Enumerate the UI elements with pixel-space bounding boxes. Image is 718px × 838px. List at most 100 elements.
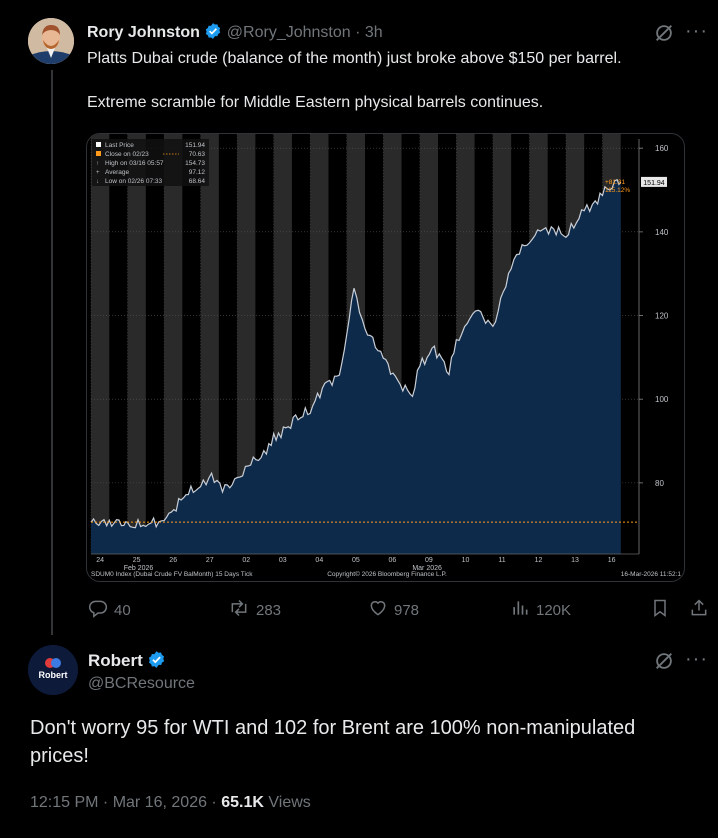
x-tick-label: 27	[206, 557, 214, 564]
y-tick-label: 80	[655, 479, 664, 488]
legend-label: Last Price	[105, 142, 134, 149]
legend-label: Close on 02/23	[105, 151, 149, 158]
x-tick-label: 24	[96, 557, 104, 564]
like-count: 978	[394, 601, 420, 619]
legend-value: 154.73	[185, 160, 205, 167]
more-options-icon[interactable]: ···	[685, 20, 708, 42]
x-tick-label: 12	[535, 557, 543, 564]
x-tick-label: 13	[571, 557, 579, 564]
like-button[interactable]: 978	[368, 598, 419, 622]
reply-author-name[interactable]: Robert	[88, 651, 143, 670]
price-area	[91, 179, 621, 554]
price-line	[90, 178, 622, 529]
x-tick-label: 02	[242, 557, 250, 564]
reply-icon	[88, 598, 108, 622]
repost-button[interactable]: 283	[228, 598, 281, 622]
chart-footer-center: Copyright© 2026 Bloomberg Finance L.P.	[327, 570, 447, 578]
author-name[interactable]: Rory Johnston	[87, 24, 200, 41]
tweet-text-line: Platts Dubai crude (balance of the month…	[87, 50, 622, 67]
session-band	[200, 134, 219, 554]
change-pct: 115.12%	[605, 187, 630, 194]
legend-value: 70.63	[189, 151, 206, 158]
share-icon	[689, 598, 709, 622]
x-axis-ticks: 24 25 26 27 02 03 04 05 06 09 10 11 12 13 16 Feb 2026 Ma…	[91, 553, 639, 572]
reply-header: Robert	[88, 650, 166, 674]
y-tick-label: 120	[655, 312, 669, 321]
verified-badge-icon	[147, 650, 166, 674]
reply-meta: 12:15 PM · Mar 16, 2026 · 65.1K Views	[30, 794, 311, 812]
session-band	[127, 134, 146, 554]
legend-bg	[92, 139, 209, 186]
legend-label: Low on 02/26 07:33	[105, 178, 162, 185]
reply-text-line: prices!	[30, 745, 89, 767]
views-count: 120K	[536, 601, 572, 619]
like-icon	[368, 598, 388, 622]
chart-image[interactable]: 160 140 120 100 80 24 25 26 27 02 03 04 05 06 09 10 11 1…	[86, 133, 685, 582]
y-tick-label: 160	[655, 144, 669, 153]
y-tick-label: 140	[655, 228, 669, 237]
x-tick-label: 06	[389, 557, 397, 564]
chart-footer-right: 16-Mar-2026 11:52:1	[621, 571, 682, 578]
x-tick-label: 03	[279, 557, 287, 564]
x-tick-label: 16	[608, 557, 616, 564]
share-button[interactable]	[689, 598, 709, 622]
x-tick-label: 26	[169, 557, 177, 564]
reply-views-label: Views	[268, 794, 311, 811]
x-tick-label: 25	[133, 557, 141, 564]
session-band	[91, 134, 110, 554]
repost-icon	[228, 598, 250, 622]
legend-swatch	[96, 142, 101, 147]
legend-marker: ↑	[96, 161, 99, 167]
views-icon	[510, 598, 530, 622]
views-button[interactable]: 120K	[510, 598, 571, 622]
reply-button[interactable]: 40	[88, 598, 131, 622]
repost-count: 283	[256, 601, 282, 619]
verified-badge-icon	[204, 22, 222, 45]
tweet-text-line: Extreme scramble for Middle Eastern phys…	[87, 94, 544, 111]
reply-avatar[interactable]: Robert	[28, 645, 78, 695]
chart-footer: SDUM0 Index (Dubai Crude FV BalMonth) 15…	[91, 570, 681, 578]
bookmark-icon	[650, 598, 670, 622]
x-tick-label: 10	[462, 557, 470, 564]
tweet-header: Rory Johnston @Rory_Johnston · 3h	[87, 22, 383, 45]
bookmark-button[interactable]	[650, 598, 670, 622]
legend-label: Average	[105, 169, 129, 176]
legend-label: High on 03/16 05:57	[105, 160, 164, 167]
last-price-tag	[641, 176, 667, 187]
reply-count: 40	[114, 601, 131, 619]
x-tick-label: 09	[425, 557, 433, 564]
author-handle[interactable]: @Rory_Johnston	[226, 24, 351, 41]
price-chart: 160 140 120 100 80 24 25 26 27 02 03 04 05 06 09 10 11 1…	[90, 134, 681, 578]
last-price-tag-label: 151.94	[643, 180, 665, 187]
tweet-text: Platts Dubai crude (balance of the month…	[87, 48, 707, 114]
session-band	[237, 134, 256, 554]
reply-avatar-label: Robert	[39, 670, 68, 680]
grok-icon[interactable]	[653, 650, 675, 677]
tweet-time[interactable]: · 3h	[355, 24, 383, 41]
reply-text-line: Don't worry 95 for WTI and 102 for Brent…	[30, 717, 636, 739]
legend-value: 151.94	[185, 142, 205, 149]
grok-icon[interactable]	[653, 22, 675, 49]
month-label: Feb 2026	[124, 565, 154, 572]
chart-legend: Last Price 151.94 Close on 02/23 70.63 ↑ High…	[92, 139, 209, 186]
chart-footer-left: SDUM0 Index (Dubai Crude FV BalMonth) 15…	[91, 571, 253, 578]
reply-timestamp[interactable]: 12:15 PM · Mar 16, 2026 ·	[30, 794, 217, 811]
avatar[interactable]	[28, 18, 74, 64]
reply-author-handle[interactable]: @BCResource	[88, 675, 195, 692]
change-abs: +81.31	[605, 179, 625, 186]
y-axis-ticks: 160 140 120 100 80	[639, 144, 669, 488]
x-tick-label: 04	[315, 557, 323, 564]
reply-text: Don't worry 95 for WTI and 102 for Brent…	[30, 714, 700, 770]
legend-marker: ↓	[96, 179, 99, 185]
legend-value: 68.64	[189, 178, 206, 185]
session-band	[164, 134, 183, 554]
month-label: Mar 2026	[412, 565, 442, 572]
y-tick-label: 100	[655, 395, 669, 404]
more-options-icon[interactable]: ···	[685, 648, 708, 670]
thread-line	[51, 70, 53, 635]
legend-value: 97.12	[189, 169, 206, 176]
x-tick-label: 11	[498, 557, 505, 564]
reply-views-count: 65.1K	[221, 794, 264, 811]
legend-marker: +	[96, 170, 100, 176]
